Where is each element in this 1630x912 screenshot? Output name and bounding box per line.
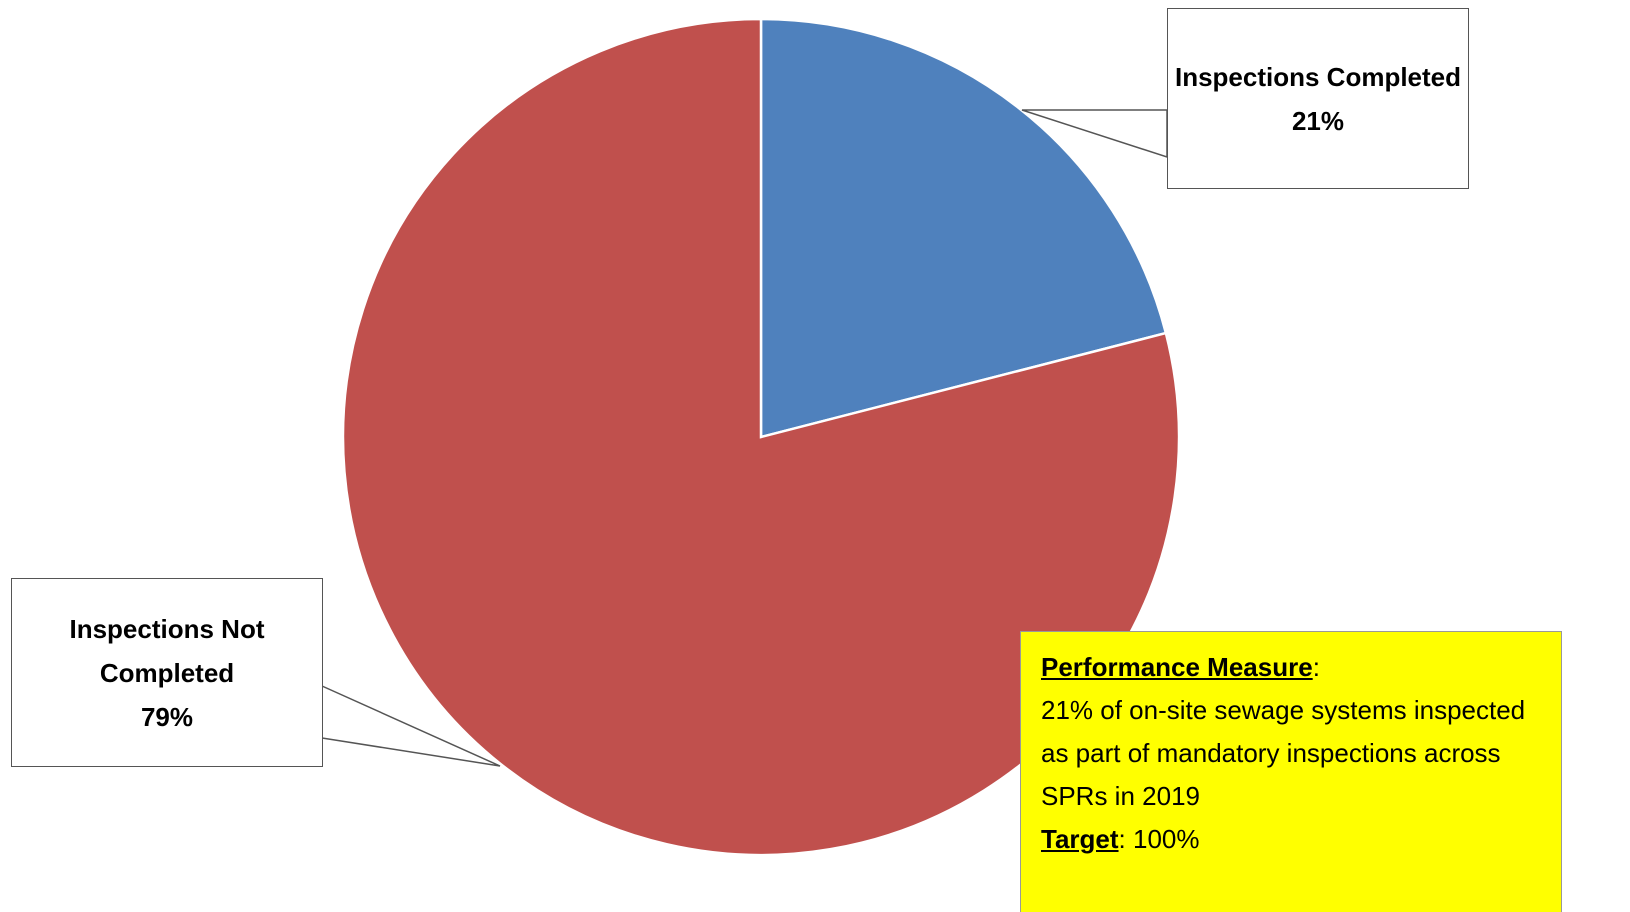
annotation: Performance Measure: 21% of on-site sewag… xyxy=(1020,631,1562,912)
label-category: Inspections Completed xyxy=(1174,61,1462,92)
annotation-line: Target: 100% xyxy=(1041,818,1545,861)
annotation-text: Performance Measure xyxy=(1041,652,1313,682)
annotation-text: : 100% xyxy=(1118,824,1200,854)
annotation-text: : xyxy=(1312,652,1320,682)
label-value: 79% xyxy=(140,701,194,732)
data-label: Inspections Not Completed 79% xyxy=(11,578,323,767)
label-value: 21% xyxy=(1291,105,1345,136)
annotation-line: 21% of on-site sewage systems inspected … xyxy=(1041,689,1545,818)
annotation-line: Performance Measure: xyxy=(1041,646,1545,689)
pie-slice xyxy=(759,17,1168,439)
data-label: Inspections Completed 21% xyxy=(1167,8,1469,189)
label-category: Inspections Not Completed xyxy=(69,613,265,688)
annotation-text: Target xyxy=(1041,824,1119,854)
annotation-text: 21% of on-site sewage systems inspected … xyxy=(1041,695,1526,811)
